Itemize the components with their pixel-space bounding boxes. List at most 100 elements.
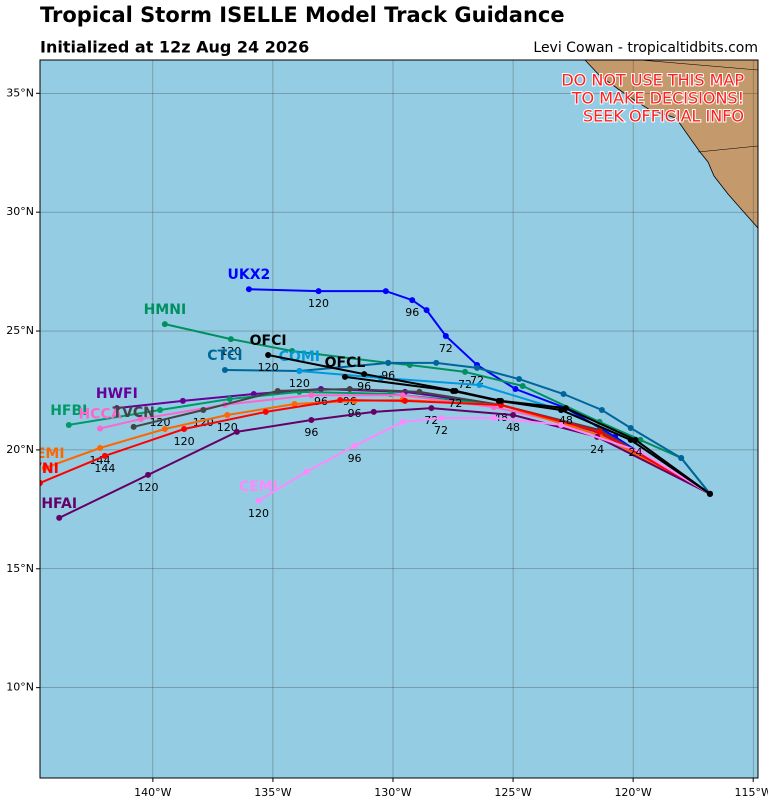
hour-label: 120 (289, 377, 310, 390)
track-point (490, 415, 497, 422)
x-tick-label: 135°W (254, 786, 291, 799)
track-point (97, 425, 104, 432)
hour-label: 96 (348, 452, 362, 465)
track-line (133, 387, 711, 495)
track-point (40, 479, 43, 486)
track-name: COMI (279, 349, 320, 365)
y-tick-label: 10°N (6, 681, 34, 694)
track-point (409, 297, 416, 304)
track-name: HFAI (41, 496, 77, 512)
track-point (179, 397, 186, 404)
track-point (596, 428, 603, 435)
track-point (560, 391, 567, 398)
chart-subtitle: Initialized at 12z Aug 24 2026 (40, 38, 309, 57)
y-tick-label: 20°N (6, 443, 34, 456)
track-line (248, 288, 711, 495)
hour-label: 120 (308, 297, 329, 310)
track-point (233, 428, 240, 435)
hour-label: 120 (220, 345, 241, 358)
track-point (678, 454, 685, 461)
track-point (516, 376, 523, 383)
track-name: UKX2 (228, 267, 271, 283)
track-point (442, 333, 449, 340)
track-point (221, 367, 228, 374)
track-point (510, 411, 517, 418)
warning-text: TO MAKE DECISIONS! (571, 89, 744, 108)
hour-label: 48 (559, 414, 573, 427)
warning-text: SEEK OFFICIAL INFO (583, 107, 744, 126)
track-name: HWFI (96, 386, 138, 402)
hour-label: 144 (94, 462, 115, 475)
track-point (161, 425, 168, 432)
track-point (274, 387, 281, 394)
track-point (423, 307, 430, 314)
track-point (370, 408, 377, 415)
track-point (303, 468, 310, 475)
track-point (637, 448, 644, 455)
track-point (41, 464, 48, 471)
track-name: AEMI (25, 446, 65, 462)
track-point (337, 396, 344, 403)
track-point (255, 497, 262, 504)
track-point (181, 425, 188, 432)
track-point (498, 397, 505, 404)
track-point (627, 425, 634, 432)
hour-label: 120 (174, 435, 195, 448)
hour-label: 24 (590, 443, 604, 456)
land (584, 60, 758, 229)
track-name: OFCL (325, 355, 366, 371)
x-tick-label: 120°W (614, 786, 651, 799)
ocean (40, 60, 758, 778)
track-point (226, 396, 233, 403)
hour-label: 96 (314, 395, 328, 408)
chart-title: Tropical Storm ISELLE Model Track Guidan… (40, 3, 565, 27)
track-point (428, 405, 435, 412)
y-tick-label: 35°N (6, 86, 34, 99)
track-point (438, 415, 445, 422)
track-name: CEMI (239, 479, 278, 495)
track-point (351, 442, 358, 449)
track-name: OFCI (250, 333, 287, 349)
hour-label: 120 (248, 507, 269, 520)
track-point (308, 392, 315, 399)
track-point (399, 418, 406, 425)
hour-label: 96 (304, 426, 318, 439)
track-point (519, 382, 526, 389)
track-point (157, 406, 164, 413)
track-point (462, 368, 469, 375)
track-point (452, 387, 459, 394)
track-name: TVCN (112, 405, 154, 421)
track-point (315, 288, 322, 295)
track-point (291, 401, 298, 408)
track-point (265, 352, 272, 359)
hour-label: 120 (138, 481, 159, 494)
track-point (341, 373, 348, 380)
track-line (344, 375, 711, 495)
track-point (361, 371, 368, 378)
credit: Levi Cowan - tropicaltidbits.com (533, 40, 758, 56)
track-point (161, 321, 168, 328)
x-tick-label: 125°W (494, 786, 531, 799)
track-name: CTCI (207, 348, 242, 364)
track-point (706, 490, 713, 497)
track-point (113, 405, 120, 412)
y-tick-label: 15°N (6, 562, 34, 575)
track-point (200, 406, 207, 413)
track-point (416, 388, 423, 395)
warning-text: DO NOT USE THIS MAP (561, 71, 744, 90)
track-point (101, 452, 108, 459)
map-frame (39, 59, 759, 779)
track-point (97, 445, 104, 452)
hour-label: 72 (424, 414, 438, 427)
track-name: HFBI (50, 403, 87, 419)
track-point (56, 514, 63, 521)
track-point (399, 392, 406, 399)
track-point (632, 436, 639, 443)
track-point (346, 386, 353, 393)
track-point (562, 405, 569, 412)
hour-label: 72 (434, 424, 448, 437)
y-tick-label: 25°N (6, 324, 34, 337)
hour-label: 72 (439, 342, 453, 355)
track-point (224, 411, 231, 418)
x-tick-label: 140°W (134, 786, 171, 799)
